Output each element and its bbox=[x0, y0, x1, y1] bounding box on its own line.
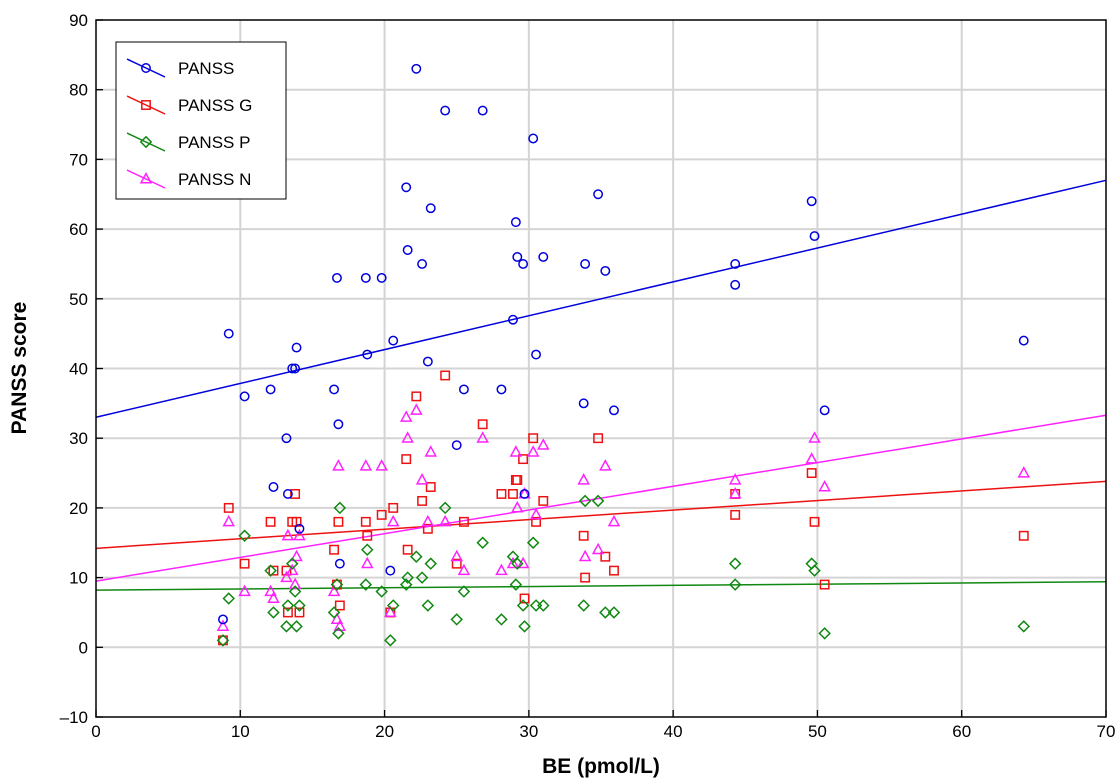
y-tick-label: 80 bbox=[69, 81, 88, 100]
y-axis-title: PANSS score bbox=[8, 302, 31, 435]
x-tick-label: 40 bbox=[664, 722, 683, 741]
y-tick-label: 30 bbox=[69, 429, 88, 448]
y-tick-label: 90 bbox=[69, 11, 88, 30]
x-axis-title: BE (pmol/L) bbox=[542, 755, 660, 778]
x-tick-label: 60 bbox=[952, 722, 971, 741]
y-tick-label: 50 bbox=[69, 290, 88, 309]
x-tick-label: 70 bbox=[1097, 722, 1116, 741]
y-tick-label: 0 bbox=[79, 638, 88, 657]
legend-label: PANSS P bbox=[178, 133, 250, 152]
legend-label: PANSS bbox=[178, 59, 234, 78]
legend-label: PANSS G bbox=[178, 96, 252, 115]
x-tick-label: 30 bbox=[519, 722, 538, 741]
x-tick-label: 20 bbox=[375, 722, 394, 741]
y-tick-label: –10 bbox=[60, 708, 88, 727]
x-tick-label: 50 bbox=[808, 722, 827, 741]
y-tick-label: 10 bbox=[69, 569, 88, 588]
legend-label: PANSS N bbox=[178, 170, 251, 189]
y-tick-label: 70 bbox=[69, 150, 88, 169]
x-tick-label: 10 bbox=[231, 722, 250, 741]
y-tick-label: 40 bbox=[69, 360, 88, 379]
x-tick-label: 0 bbox=[91, 722, 100, 741]
legend: PANSS PANSS G PANSS P PANSS N bbox=[116, 42, 286, 199]
y-tick-label: 60 bbox=[69, 220, 88, 239]
y-tick-label: 20 bbox=[69, 499, 88, 518]
